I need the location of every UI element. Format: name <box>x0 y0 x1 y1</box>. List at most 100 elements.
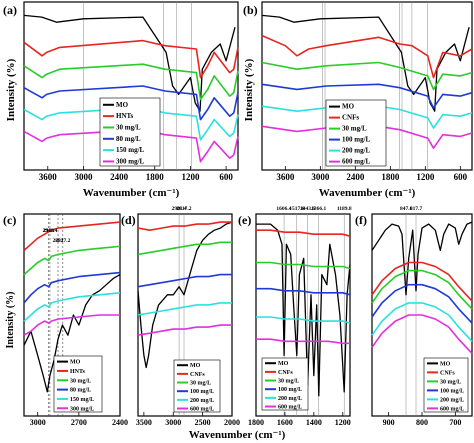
panel-a-ylabel: Intensity (%) <box>5 58 17 121</box>
legend-entry: HNTs <box>70 369 85 375</box>
legend-entry: 100 mg/L <box>342 136 371 144</box>
series-line-30-mg-l <box>23 245 121 276</box>
legend-entry: 100 mg/L <box>190 389 214 395</box>
x-tick-label: 1400 <box>306 418 322 427</box>
x-tick-label: 1200 <box>181 172 200 182</box>
panel-b-ylabel: Intensity (%) <box>243 58 255 121</box>
peak-annotation: 2911.4 <box>42 228 57 234</box>
panel-f-label: (f) <box>355 213 367 227</box>
series-line-200-mg-l <box>371 302 473 342</box>
legend-entry: 30 mg/L <box>342 125 367 133</box>
legend-entry: 80 mg/L <box>70 388 91 394</box>
x-tick-label: 600 <box>454 172 468 182</box>
series-line-600-mg-l <box>137 324 232 336</box>
panel-e-legend: MO CNFs 30 mg/L 100 mg/L 200 mg/L 600 mg/L <box>261 357 309 411</box>
series-line-hnts <box>23 221 121 251</box>
series-line-mo <box>23 14 236 112</box>
series-line-cnfs <box>371 261 473 302</box>
legend-entry: 80 mg/L <box>116 135 141 143</box>
legend-entry: 600 mg/L <box>278 405 302 411</box>
panel-a-legend: MO HNTs 30 mg/L 80 mg/L 150 mg/L 300 mg/L <box>99 97 161 167</box>
x-tick-label: 700 <box>449 418 461 427</box>
legend-entry: 30 mg/L <box>116 123 141 131</box>
panel-e: (e) 1800 1600 1400 1200 1606.41517.61443.613… <box>238 206 352 427</box>
legend-entry: 600 mg/L <box>440 406 464 412</box>
series-line-cnfs <box>261 34 473 79</box>
series-line-30-mg-l <box>261 61 473 91</box>
peak-annotation: 817.7 <box>410 206 423 212</box>
legend-entry: 150 mg/L <box>116 146 145 154</box>
legend-entry: CNFs <box>342 114 359 122</box>
panel-d-label: (d) <box>121 213 136 227</box>
series-line-80-mg-l <box>23 271 121 304</box>
legend-entry: 30 mg/L <box>440 379 461 385</box>
peak-annotation: 1443.6 <box>300 206 315 212</box>
series-line-cnfs <box>256 229 351 237</box>
panel-e-frame <box>255 213 351 417</box>
x-tick-label: 2000 <box>224 418 240 427</box>
peak-annotation: 1366.1 <box>311 206 326 212</box>
panel-d-legend: MO CNFs 30 mg/L 100 mg/L 200 mg/L 600 mg/L <box>173 359 221 413</box>
series-line-100-mg-l <box>256 287 351 296</box>
panel-b-frame <box>261 1 473 171</box>
panel-c-label: (c) <box>3 213 16 227</box>
panel-a: (a) Intensity (%) Wavenumber (cm⁻¹) 3600… <box>3 1 239 199</box>
legend-box <box>261 357 309 411</box>
peak-annotation: 1517.6 <box>289 206 304 212</box>
series-line-mo <box>137 221 233 369</box>
x-tick-label: 2500 <box>195 418 211 427</box>
legend-entry: 200 mg/L <box>342 147 371 155</box>
x-tick-label: 1800 <box>248 418 264 427</box>
panel-f-series <box>371 214 473 416</box>
panel-c: (c) Intensity (%) 3000 2700 2400 2911.4 2852… <box>3 213 128 427</box>
x-tick-label: 1800 <box>381 172 400 182</box>
legend-entry: CNFs <box>278 370 293 376</box>
panel-b-xticks: 3600 3000 2400 1800 1200 600 <box>276 166 468 182</box>
panel-c-ylabel: Intensity (%) <box>5 292 16 349</box>
x-tick-label: 3600 <box>39 172 58 182</box>
legend-entry: CNFs <box>190 372 205 378</box>
series-line-150-mg-l <box>23 107 239 141</box>
legend-entry: MO <box>116 101 129 109</box>
peak-annotation: 2920 <box>43 228 54 234</box>
x-tick-label: 2400 <box>110 172 129 182</box>
legend-box <box>423 357 469 413</box>
panel-d-series <box>137 214 233 416</box>
x-tick-label: 3000 <box>74 172 93 182</box>
panel-a-xlabel: Wavenumber (cm⁻¹) <box>83 187 180 199</box>
x-tick-label: 1600 <box>277 418 293 427</box>
x-tick-label: 2700 <box>71 418 87 427</box>
legend-entry: 200 mg/L <box>278 396 302 402</box>
peak-annotation: 847.6 <box>400 206 413 212</box>
series-line-600-mg-l <box>256 338 350 345</box>
legend-entry: MO <box>278 361 289 367</box>
x-tick-label: 3000 <box>311 172 330 182</box>
x-tick-label: 3500 <box>136 418 152 427</box>
series-line-100-mg-l <box>261 83 473 109</box>
series-line-mo <box>261 14 470 112</box>
peak-annotation: 1606.4 <box>276 206 291 212</box>
x-tick-label: 1200 <box>416 172 435 182</box>
x-tick-label: 600 <box>219 172 233 182</box>
x-tick-label: 3000 <box>30 418 46 427</box>
series-line-300-mg-l <box>23 128 239 163</box>
panel-b: (b) Intensity (%) Wavenumber (cm⁻¹) 3600… <box>243 1 473 199</box>
legend-entry: 300 mg/L <box>116 157 145 165</box>
series-line-mo <box>23 274 121 393</box>
peak-annotation: 2817.2 <box>55 238 70 244</box>
x-tick-label: 800 <box>416 418 428 427</box>
legend-entry: MO <box>70 360 81 366</box>
panel-a-series <box>23 2 239 170</box>
legend-entry: HNTs <box>116 112 134 120</box>
series-line-80-mg-l <box>23 85 239 121</box>
series-line-30-mg-l <box>256 261 351 270</box>
legend-entry: 600 mg/L <box>190 407 214 413</box>
panel-b-xlabel: Wavenumber (cm⁻¹) <box>319 187 416 199</box>
legend-entry: 200 mg/L <box>190 398 214 404</box>
legend-entry: MO <box>190 363 201 369</box>
series-line-hnts <box>23 39 239 79</box>
